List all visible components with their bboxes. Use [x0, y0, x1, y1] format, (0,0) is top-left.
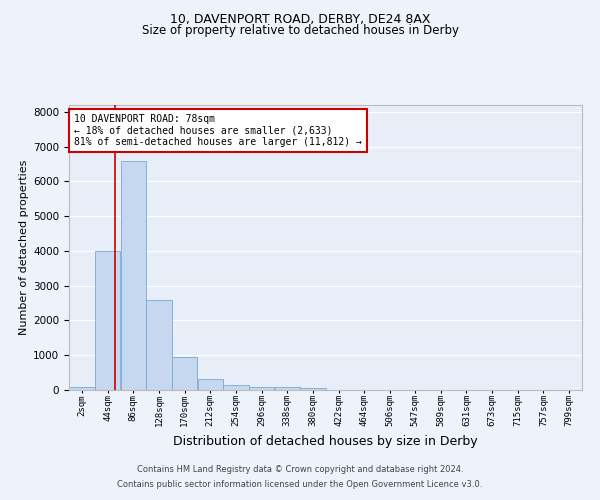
- Bar: [69, 386, 95, 390]
- Text: Contains public sector information licensed under the Open Government Licence v3: Contains public sector information licen…: [118, 480, 482, 489]
- Y-axis label: Number of detached properties: Number of detached properties: [19, 160, 29, 335]
- Bar: [249, 386, 274, 390]
- Bar: [172, 357, 197, 390]
- Text: Contains HM Land Registry data © Crown copyright and database right 2024.: Contains HM Land Registry data © Crown c…: [137, 465, 463, 474]
- Bar: [146, 300, 172, 390]
- Bar: [121, 162, 146, 390]
- Bar: [95, 251, 120, 390]
- Bar: [300, 388, 326, 390]
- X-axis label: Distribution of detached houses by size in Derby: Distribution of detached houses by size …: [173, 434, 478, 448]
- Text: 10 DAVENPORT ROAD: 78sqm
← 18% of detached houses are smaller (2,633)
81% of sem: 10 DAVENPORT ROAD: 78sqm ← 18% of detach…: [74, 114, 362, 147]
- Bar: [275, 388, 300, 390]
- Text: 10, DAVENPORT ROAD, DERBY, DE24 8AX: 10, DAVENPORT ROAD, DERBY, DE24 8AX: [170, 12, 430, 26]
- Bar: [223, 386, 248, 390]
- Bar: [197, 379, 223, 390]
- Text: Size of property relative to detached houses in Derby: Size of property relative to detached ho…: [142, 24, 458, 37]
